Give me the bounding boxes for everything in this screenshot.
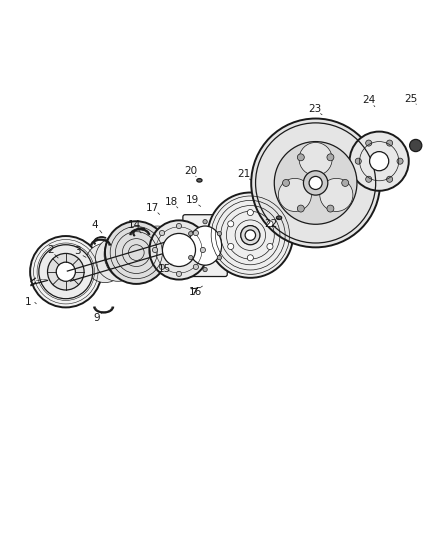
Circle shape xyxy=(267,221,273,227)
Circle shape xyxy=(355,158,361,164)
Text: 25: 25 xyxy=(405,94,418,104)
Circle shape xyxy=(304,171,328,195)
FancyBboxPatch shape xyxy=(183,215,227,277)
Circle shape xyxy=(350,132,409,191)
Circle shape xyxy=(297,205,304,212)
Circle shape xyxy=(159,264,165,270)
Circle shape xyxy=(105,221,168,284)
Circle shape xyxy=(366,176,372,182)
Circle shape xyxy=(177,223,182,229)
Circle shape xyxy=(203,220,207,224)
Circle shape xyxy=(159,230,165,236)
Circle shape xyxy=(387,140,392,146)
Circle shape xyxy=(217,231,222,236)
Circle shape xyxy=(267,244,273,249)
Circle shape xyxy=(95,236,141,281)
Text: 2: 2 xyxy=(47,245,53,255)
Circle shape xyxy=(56,262,75,281)
Circle shape xyxy=(251,118,380,247)
Text: 18: 18 xyxy=(165,197,178,207)
Circle shape xyxy=(208,192,293,278)
Circle shape xyxy=(228,221,234,227)
Text: 19: 19 xyxy=(186,196,200,205)
Circle shape xyxy=(152,247,158,253)
Circle shape xyxy=(299,142,332,175)
Circle shape xyxy=(327,205,334,212)
Text: 3: 3 xyxy=(74,246,81,256)
Circle shape xyxy=(387,176,392,182)
Ellipse shape xyxy=(188,226,222,265)
Circle shape xyxy=(245,230,255,240)
Circle shape xyxy=(136,226,178,268)
Text: 23: 23 xyxy=(308,104,321,114)
Circle shape xyxy=(162,233,195,266)
Circle shape xyxy=(283,180,290,187)
Circle shape xyxy=(274,142,357,224)
Text: 17: 17 xyxy=(146,203,159,213)
Text: 4: 4 xyxy=(92,220,98,230)
Circle shape xyxy=(217,255,222,260)
Circle shape xyxy=(177,271,182,277)
Text: 22: 22 xyxy=(265,219,278,229)
Text: 16: 16 xyxy=(188,287,201,297)
Text: 1: 1 xyxy=(25,297,32,307)
Circle shape xyxy=(327,154,334,161)
Circle shape xyxy=(189,255,193,260)
Ellipse shape xyxy=(276,216,282,220)
Circle shape xyxy=(149,220,208,279)
Circle shape xyxy=(189,231,193,236)
Circle shape xyxy=(397,158,403,164)
Circle shape xyxy=(39,245,93,298)
Ellipse shape xyxy=(197,179,202,182)
Circle shape xyxy=(200,247,205,253)
Circle shape xyxy=(228,244,234,249)
Circle shape xyxy=(104,228,158,281)
Circle shape xyxy=(279,179,311,212)
Circle shape xyxy=(320,179,353,212)
Text: 20: 20 xyxy=(184,166,197,176)
Circle shape xyxy=(85,244,124,282)
Circle shape xyxy=(366,140,372,146)
Text: 24: 24 xyxy=(363,95,376,105)
Text: 15: 15 xyxy=(158,264,171,273)
Text: 9: 9 xyxy=(93,313,99,323)
Text: 21: 21 xyxy=(238,169,251,179)
Circle shape xyxy=(247,209,253,215)
Text: 14: 14 xyxy=(127,220,141,230)
Circle shape xyxy=(342,180,349,187)
Circle shape xyxy=(370,151,389,171)
Circle shape xyxy=(47,254,84,290)
Circle shape xyxy=(297,154,304,161)
Circle shape xyxy=(241,225,260,245)
Circle shape xyxy=(193,230,198,236)
Circle shape xyxy=(30,236,102,308)
Circle shape xyxy=(203,268,207,272)
Circle shape xyxy=(120,226,168,274)
Circle shape xyxy=(410,140,422,151)
Circle shape xyxy=(193,264,198,270)
Circle shape xyxy=(247,255,253,261)
Circle shape xyxy=(309,176,322,189)
